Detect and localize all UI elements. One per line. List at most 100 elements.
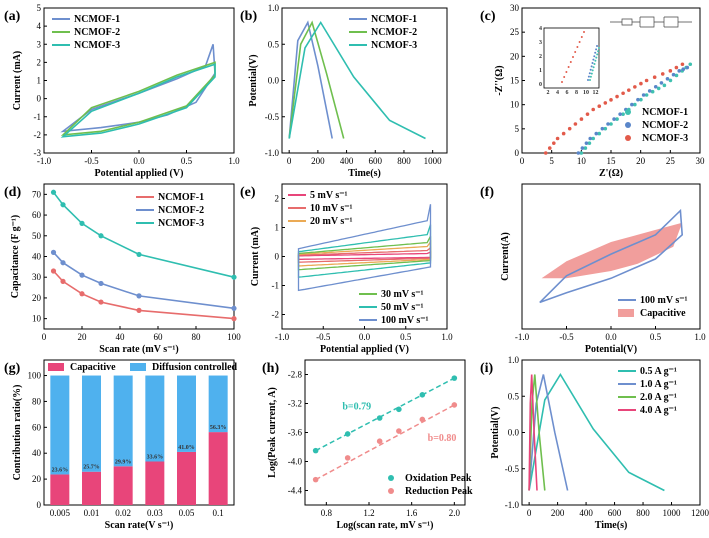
d-ytick-label: 20	[32, 293, 42, 303]
h-point-Oxidation Peak	[419, 392, 426, 398]
c-point-NCMOF-1	[621, 112, 625, 116]
c-inset-point	[576, 46, 579, 48]
c-point-NCMOF-3	[555, 136, 560, 141]
c-inset-point	[595, 48, 598, 51]
d-point-NCMOF-3	[136, 251, 142, 258]
e-ytick-label: 0	[275, 252, 280, 262]
h-x-axis-label: Log(scan rate, mV s⁻¹)	[337, 520, 434, 531]
c-point-NCMOF-2	[618, 112, 622, 116]
i-x-axis-label: Time(s)	[595, 520, 628, 531]
d-y-axis-label: Capacitance (F g⁻¹)	[10, 215, 21, 298]
b-xtick-label: 600	[369, 156, 383, 166]
a-ytick-label: 2	[37, 57, 42, 67]
g-ytick-label: 60	[32, 422, 42, 432]
d-ytick-label: 70	[32, 189, 42, 199]
f-xtick-label: -0.5	[559, 332, 574, 342]
i-series-0.5 A g⁻¹	[528, 372, 665, 492]
c-point-NCMOF-3	[680, 62, 685, 67]
c-point-NCMOF-2	[681, 67, 686, 71]
g-bar-label: 25.7%	[83, 465, 100, 471]
e-legend-label: 10 mV s⁻¹	[310, 203, 353, 214]
c-point-NCMOF-3	[668, 69, 673, 73]
d-ytick-label: 60	[32, 210, 42, 220]
c-xtick-label: 0	[520, 156, 525, 166]
c-inset-ytick: 0	[539, 82, 542, 88]
c-point-NCMOF-2	[594, 131, 599, 136]
d-point-NCMOF-1	[50, 268, 57, 274]
d-point-NCMOF-3	[50, 189, 57, 195]
g-xtick-label: 0.03	[147, 508, 163, 518]
d-point-NCMOF-1	[231, 316, 237, 322]
c-inset-xtick: 8	[575, 90, 578, 96]
d-point-NCMOF-2	[50, 249, 57, 255]
c-inset-point	[594, 51, 597, 54]
i-legend-label: 1.0 A g⁻¹	[640, 379, 677, 390]
e-xtick-label: -1.0	[275, 332, 290, 342]
c-ytick-label: 0	[515, 148, 520, 158]
a-ytick-label: 5	[37, 3, 42, 13]
b-ytick-label: 1.0	[268, 3, 280, 13]
g-bar-diffusion	[177, 375, 196, 452]
b-plot-frame	[281, 7, 448, 154]
c-inset-point	[587, 75, 590, 78]
a-y-axis-label: Current (mA)	[12, 51, 23, 111]
c-point-NCMOF-2	[636, 97, 640, 102]
c-panel-label: (c)	[480, 9, 496, 24]
c-inset-point	[563, 76, 566, 78]
i-ytick-label: 0.5	[508, 391, 520, 401]
c-point-NCMOF-3	[660, 72, 665, 76]
c-point-NCMOF-3	[639, 81, 643, 86]
a-ytick-label: -2	[34, 130, 42, 140]
b-xtick-label: 0	[287, 156, 292, 166]
g-bar-capacitive	[208, 432, 228, 505]
h-xtick-label: 0.8	[321, 508, 333, 518]
c-inset-xtick: 4	[556, 90, 559, 96]
a-legend-label: NCMOF-3	[74, 40, 120, 51]
i-ytick-label: 0.0	[508, 428, 520, 438]
g-xtick-label: 0.05	[179, 508, 195, 518]
c-point-NCMOF-3	[579, 117, 584, 121]
g-ytick-label: 80	[32, 396, 42, 406]
c-inset-point	[578, 41, 581, 43]
f-legend-swatch	[618, 309, 634, 317]
g-xtick-label: 0.1	[213, 508, 224, 518]
c-xtick-label: 30	[696, 156, 706, 166]
g-xtick-label: 0.02	[115, 508, 131, 518]
c-legend-label: NCMOF-2	[642, 120, 688, 131]
c-point-NCMOF-2	[630, 102, 634, 107]
d-point-NCMOF-2	[98, 280, 104, 287]
b-series-NCMOF-3	[288, 20, 426, 140]
a-xtick-label: 0.5	[181, 156, 193, 166]
i-xtick-label: 800	[636, 508, 650, 518]
a-ytick-label: 1	[37, 76, 42, 86]
f-capacitive-area	[541, 222, 683, 279]
c-inset-ytick: 4	[539, 26, 542, 32]
e-legend-label: 100 mV s⁻¹	[381, 315, 429, 326]
c-point-NCMOF-1	[656, 86, 661, 91]
c-point-NCMOF-3	[674, 65, 679, 70]
c-inset-point	[588, 72, 591, 75]
i-legend-label: 0.5 A g⁻¹	[640, 366, 677, 377]
b-y-axis-label: Potential(V)	[248, 54, 259, 106]
h-ytick-label: -2.8	[288, 370, 303, 380]
b-xtick-label: 1000	[424, 156, 443, 166]
h-point-Oxidation Peak	[376, 415, 383, 421]
c-point-NCMOF-1	[579, 151, 584, 155]
i-xtick-label: 200	[551, 508, 565, 518]
i-y-axis-label: Potential(V)	[490, 406, 501, 458]
h-ytick-label: -4.0	[288, 457, 303, 467]
g-bar-capacitive	[177, 451, 196, 505]
c-ytick-label: 30	[510, 3, 520, 13]
c-inset-point	[590, 65, 593, 68]
c-point-NCMOF-2	[671, 72, 676, 77]
c-inset-point	[589, 75, 592, 78]
i-ytick-label: -0.5	[505, 464, 520, 474]
d-xtick-label: 0	[42, 332, 47, 342]
c-x-axis-label: Z'(Ω)	[599, 168, 623, 179]
c-point-NCMOF-2	[677, 69, 682, 73]
e-x-axis-label: Potential applied (V)	[320, 344, 409, 355]
a-ytick-label: -3	[34, 148, 42, 158]
h-ytick-label: -3.2	[288, 399, 302, 409]
h-legend-marker	[388, 475, 394, 481]
i-series-4.0 A g⁻¹	[528, 374, 538, 491]
